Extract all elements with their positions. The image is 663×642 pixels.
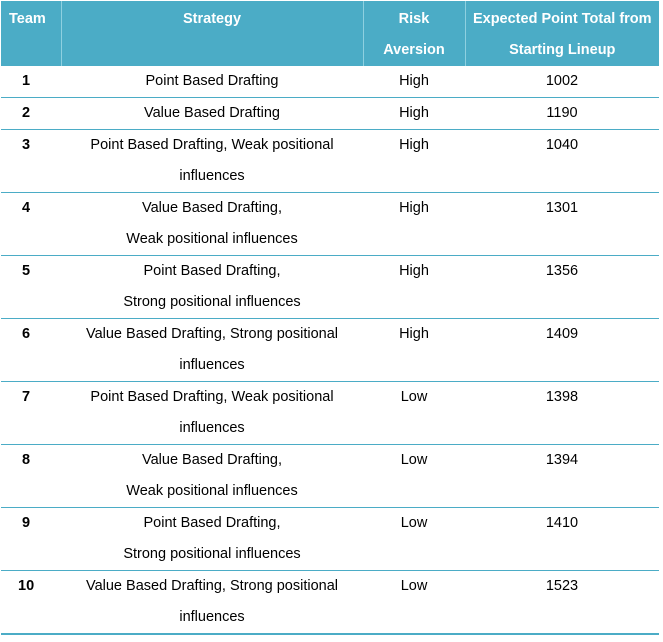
table-row: 2 Value Based Drafting High 1190 — [1, 97, 659, 130]
strategy-line: Weak positional influences — [126, 231, 298, 247]
table-row: 5 Point Based Drafting, Strong positional … — [1, 255, 659, 319]
risk-aversion-cell: Low — [363, 507, 465, 571]
risk-aversion-cell: High — [363, 129, 465, 193]
strategy-cell: Value Based Drafting — [61, 97, 363, 130]
team-cell: 6 — [1, 318, 61, 382]
expected-points-cell: 1523 — [465, 570, 659, 635]
risk-aversion-cell: High — [363, 255, 465, 319]
strategy-line: Value Based Drafting, Strong positional — [85, 326, 339, 342]
table-row: 10 Value Based Drafting, Strong positiona… — [1, 570, 659, 635]
strategy-line: Point Based Drafting — [145, 73, 279, 89]
team-cell: 2 — [1, 97, 61, 130]
strategy-cell: Point Based Drafting, Strong positional i… — [61, 255, 363, 319]
strategy-line: Strong positional influences — [123, 546, 301, 562]
team-cell: 3 — [1, 129, 61, 193]
expected-points-cell: 1190 — [465, 97, 659, 130]
risk-aversion-cell: High — [363, 318, 465, 382]
risk-aversion-cell: High — [363, 192, 465, 256]
table-row: 8 Value Based Drafting, Weak positional in… — [1, 444, 659, 508]
header-strategy-label: Strategy — [182, 11, 242, 27]
table-row: 4 Value Based Drafting, Weak positional in… — [1, 192, 659, 256]
risk-aversion-cell: Low — [363, 444, 465, 508]
team-cell: 1 — [1, 66, 61, 98]
team-cell: 9 — [1, 507, 61, 571]
expected-points-cell: 1002 — [465, 66, 659, 98]
strategy-line: Value Based Drafting, — [142, 200, 282, 216]
table-body: 1 Point Based Drafting High 1002 2 Value Base… — [1, 66, 659, 635]
header-team: Team — [1, 1, 61, 66]
strategy-line: influences — [179, 357, 245, 373]
team-cell: 7 — [1, 381, 61, 445]
team-cell: 5 — [1, 255, 61, 319]
table-row: 1 Point Based Drafting High 1002 — [1, 66, 659, 98]
team-cell: 10 — [1, 570, 61, 635]
header-row: Team Strategy Risk Aversion Expected Poi… — [1, 1, 659, 66]
table-row: 9 Point Based Drafting, Strong positional … — [1, 507, 659, 571]
header-risk-line2: Aversion — [383, 42, 445, 58]
header-expected-points: Expected Point Total from Starting Lineu… — [464, 1, 659, 66]
strategy-line: Weak positional influences — [126, 483, 298, 499]
strategy-line: influences — [179, 609, 245, 625]
strategy-line: Point Based Drafting, — [143, 515, 281, 531]
table-row: 7 Point Based Drafting, Weak positional in… — [1, 381, 659, 445]
strategy-line: Point Based Drafting, Weak positional — [90, 389, 334, 405]
risk-aversion-cell: High — [363, 97, 465, 130]
strategy-line: influences — [179, 168, 245, 184]
expected-points-cell: 1394 — [465, 444, 659, 508]
strategy-line: Value Based Drafting, Strong positional — [85, 578, 339, 594]
risk-aversion-cell: Low — [363, 381, 465, 445]
strategy-line: Strong positional influences — [123, 294, 301, 310]
strategy-line: Point Based Drafting, Weak positional — [90, 137, 334, 153]
strategy-cell: Value Based Drafting, Weak positional inf… — [61, 444, 363, 508]
strategy-cell: Value Based Drafting, Weak positional inf… — [61, 192, 363, 256]
strategy-cell: Point Based Drafting, Weak positional inf… — [61, 129, 363, 193]
header-risk-line1: Risk — [398, 11, 430, 27]
strategy-cell: Point Based Drafting, Weak positional inf… — [61, 381, 363, 445]
strategy-line: Point Based Drafting, — [143, 263, 281, 279]
strategy-cell: Point Based Drafting, Strong positional i… — [61, 507, 363, 571]
expected-points-cell: 1398 — [465, 381, 659, 445]
header-points-line1: Expected Point Total from — [472, 11, 652, 27]
table-row: 6 Value Based Drafting, Strong positional… — [1, 318, 659, 382]
expected-points-cell: 1356 — [465, 255, 659, 319]
strategy-cell: Value Based Drafting, Strong positional i… — [61, 318, 363, 382]
expected-points-cell: 1410 — [465, 507, 659, 571]
expected-points-cell: 1409 — [465, 318, 659, 382]
header-points-line2: Starting Lineup — [509, 42, 616, 58]
strategy-cell: Value Based Drafting, Strong positional i… — [61, 570, 363, 635]
header-risk-aversion: Risk Aversion — [362, 1, 465, 66]
expected-points-cell: 1040 — [465, 129, 659, 193]
strategy-line: Value Based Drafting — [144, 105, 280, 121]
team-cell: 8 — [1, 444, 61, 508]
header-strategy: Strategy — [60, 1, 363, 66]
strategy-line: Value Based Drafting, — [142, 452, 282, 468]
team-cell: 4 — [1, 192, 61, 256]
header-team-label: Team — [9, 11, 46, 27]
strategy-cell: Point Based Drafting — [61, 66, 363, 98]
strategy-line: influences — [179, 420, 245, 436]
risk-aversion-cell: Low — [363, 570, 465, 635]
expected-points-cell: 1301 — [465, 192, 659, 256]
table-header: Team Strategy Risk Aversion Expected Poi… — [1, 1, 659, 66]
table-row: 3 Point Based Drafting, Weak positional in… — [1, 129, 659, 193]
risk-aversion-cell: High — [363, 66, 465, 98]
